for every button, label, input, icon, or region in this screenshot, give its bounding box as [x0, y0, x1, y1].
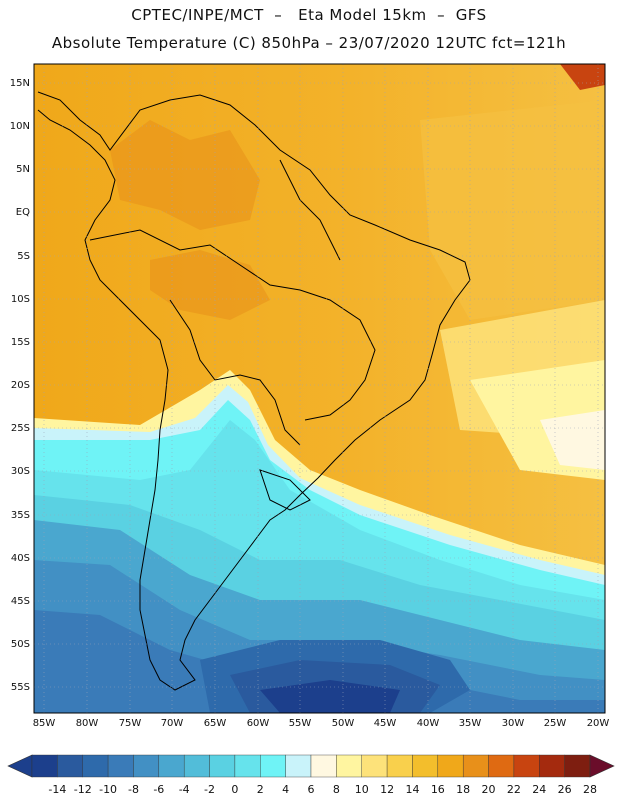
colorbar-label: 0 [231, 783, 238, 796]
lat-label: 50S [11, 639, 30, 650]
lon-label: 30W [502, 718, 525, 729]
lon-label: 35W [459, 718, 482, 729]
colorbar-swatch [107, 754, 134, 778]
lat-label: 5N [16, 164, 30, 175]
lat-label: 15S [11, 337, 30, 348]
lon-label: 70W [161, 718, 184, 729]
colorbar-label: 2 [257, 783, 264, 796]
colorbar-label: 6 [308, 783, 315, 796]
lat-label: 45S [11, 596, 30, 607]
graticule [34, 64, 605, 713]
colorbar-label: 18 [456, 783, 470, 796]
colorbar-label: -2 [204, 783, 215, 796]
lon-label: 45W [374, 718, 397, 729]
colorbar-label: 24 [532, 783, 546, 796]
colorbar-label: 22 [507, 783, 521, 796]
colorbar-swatch [209, 754, 236, 778]
colorbar-label: 12 [380, 783, 394, 796]
colorbar-label: -8 [128, 783, 139, 796]
colorbar-labels: -14 -12 -10 -8 -6 -4 -2 0 2 4 6 8 10 12 14 16 18 20 22 24 26… [48, 783, 597, 796]
colorbar-swatch [310, 754, 337, 778]
colorbar-swatch [158, 754, 185, 778]
colorbar-label: -12 [74, 783, 92, 796]
temperature-field [34, 64, 605, 713]
colorbar-swatch [513, 754, 540, 778]
lon-label: 65W [204, 718, 227, 729]
lon-label: 75W [119, 718, 142, 729]
colorbar-label: 4 [282, 783, 289, 796]
lon-label: 20W [587, 718, 610, 729]
lat-label: 25S [11, 423, 30, 434]
colorbar-swatch [412, 754, 439, 778]
title-line-2: Absolute Temperature (C) 850hPa – 23/07/… [51, 34, 567, 52]
lon-label: 40W [417, 718, 440, 729]
lat-label: 5S [17, 251, 30, 262]
colorbar-swatch [183, 754, 210, 778]
lon-label: 50W [332, 718, 355, 729]
lat-label: 40S [11, 553, 30, 564]
lat-label: 20S [11, 380, 30, 391]
colorbar-swatch [133, 754, 160, 778]
coastline [37, 91, 471, 691]
colorbar-swatch [285, 754, 312, 778]
colorbar-label: 10 [355, 783, 369, 796]
colorbar-label: -10 [99, 783, 117, 796]
colorbar-swatch [488, 754, 515, 778]
lat-label: 15N [10, 78, 30, 89]
lat-label: 55S [11, 682, 30, 693]
colorbar [7, 754, 615, 778]
colorbar-swatch [336, 754, 362, 778]
map-frame [33, 63, 606, 714]
colorbar-swatch [31, 754, 58, 778]
colorbar-label: 14 [405, 783, 419, 796]
colorbar-arrow-low [7, 754, 33, 778]
colorbar-label: 8 [333, 783, 340, 796]
colorbar-swatch [564, 754, 591, 778]
lon-label: 85W [33, 718, 56, 729]
colorbar-swatch [437, 754, 464, 778]
title-line-1: CPTEC/INPE/MCT – Eta Model 15km – GFS [131, 6, 487, 24]
lat-label: 10N [10, 121, 30, 132]
colorbar-swatch [386, 754, 413, 778]
colorbar-swatch [361, 754, 388, 778]
colorbar-swatch [57, 754, 83, 778]
lon-label: 60W [247, 718, 270, 729]
colorbar-swatch [82, 754, 109, 778]
colorbar-label: 28 [583, 783, 597, 796]
colorbar-arrow-high [589, 754, 615, 778]
lat-label: 30S [11, 466, 30, 477]
colorbar-label: 20 [482, 783, 496, 796]
colorbar-label: 16 [431, 783, 445, 796]
lon-label: 55W [289, 718, 312, 729]
colorbar-swatch [539, 754, 565, 778]
colorbar-swatch [260, 754, 286, 778]
colorbar-label: 26 [558, 783, 572, 796]
colorbar-label: -6 [153, 783, 164, 796]
lat-label: 10S [11, 294, 30, 305]
lon-label: 80W [76, 718, 99, 729]
colorbar-swatch [234, 754, 261, 778]
lat-label: 35S [11, 510, 30, 521]
latitude-axis: 15N 10N 5N EQ 5S 10S 15S 20S 25S 30S 35S… [10, 78, 30, 693]
longitude-axis: 85W 80W 75W 70W 65W 60W 55W 50W 45W 40W … [33, 718, 610, 729]
colorbar-swatch [462, 754, 489, 778]
lon-label: 25W [544, 718, 567, 729]
lat-label: EQ [16, 207, 30, 218]
colorbar-label: -14 [48, 783, 66, 796]
colorbar-label: -4 [179, 783, 190, 796]
